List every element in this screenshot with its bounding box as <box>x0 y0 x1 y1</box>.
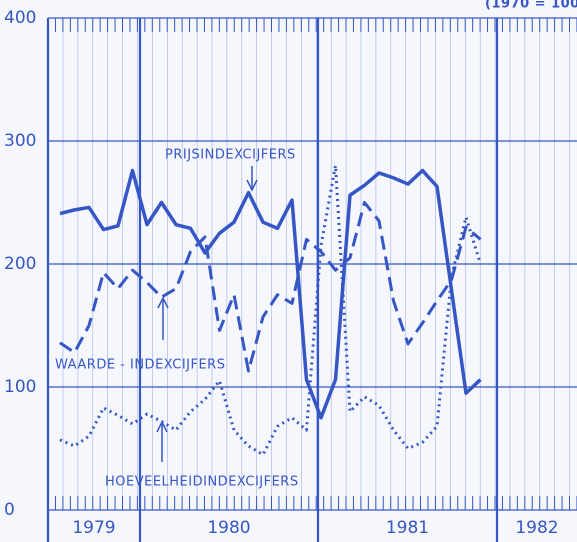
series-label: PRIJSINDEXCIJFERS <box>165 148 296 163</box>
y-tick-label: 0 <box>4 500 15 520</box>
series-label: HOEVEELHEIDINDEXCIJFERS <box>105 475 299 490</box>
y-tick-label: 100 <box>4 377 36 397</box>
x-tick-label: 1980 <box>207 518 250 538</box>
x-tick-label: 1979 <box>72 518 115 538</box>
subtitle: (1970 = 100 <box>485 0 577 12</box>
series-line <box>59 201 482 373</box>
plot: 0 100 200 300 400 1979 1980 1981 1982 <box>4 8 577 542</box>
y-tick-label: 400 <box>4 8 36 28</box>
x-tick-label: 1982 <box>515 518 558 538</box>
annotation-arrows <box>156 166 258 462</box>
y-tick-label: 300 <box>4 131 36 151</box>
y-tick-label: 200 <box>4 254 36 274</box>
x-tick-label: 1981 <box>386 518 429 538</box>
series-label: WAARDE - INDEXCIJFERS <box>55 358 225 373</box>
series-line <box>59 168 482 420</box>
